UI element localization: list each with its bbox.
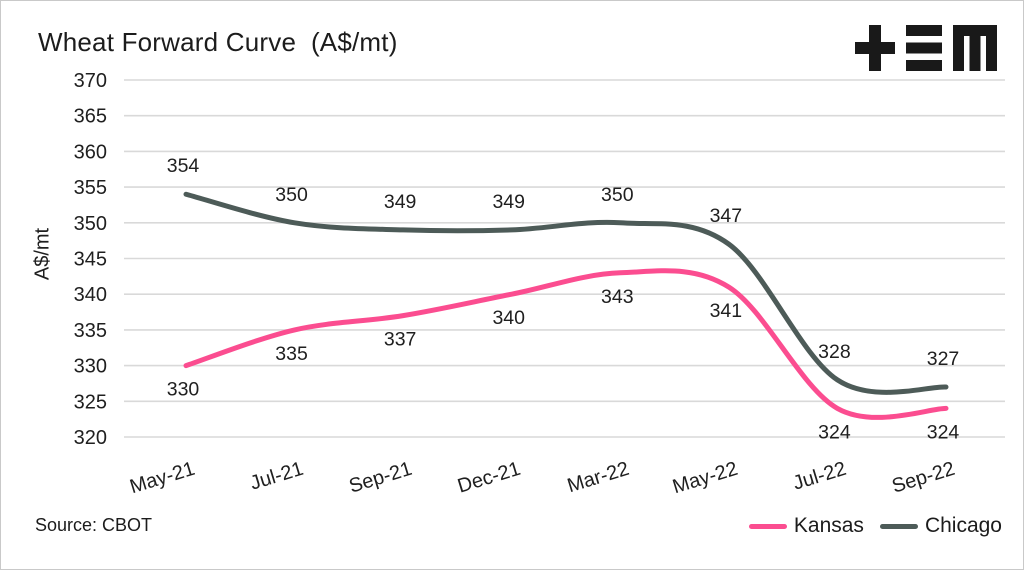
data-label-chicago: 354: [167, 155, 200, 177]
legend-item-kansas: Kansas: [748, 514, 864, 538]
y-tick-label: 365: [74, 106, 107, 128]
x-tick-label: Dec-21: [455, 458, 523, 498]
legend-label-kansas: Kansas: [793, 514, 864, 537]
x-tick-label: May-21: [127, 458, 197, 499]
data-label-kansas: 324: [927, 421, 960, 443]
chart-title: Wheat Forward Curve (A$/mt): [38, 27, 398, 57]
y-tick-label: 330: [74, 356, 107, 378]
x-tick-label: Sep-21: [346, 458, 414, 498]
data-label-kansas: 340: [492, 307, 525, 329]
data-label-chicago: 328: [818, 341, 851, 363]
chicago-line-swatch: [879, 523, 918, 529]
x-tick-label: Jul-21: [247, 458, 306, 495]
data-label-kansas: 343: [601, 286, 634, 308]
chicago-line: [183, 191, 949, 395]
data-label-chicago: 327: [927, 348, 960, 370]
legend: Kansas Chicago: [748, 514, 1002, 538]
logo-bar-bottom: [906, 60, 942, 71]
data-label-chicago: 347: [710, 205, 743, 227]
x-tick-label: Sep-22: [889, 458, 957, 498]
data-label-chicago: 349: [492, 191, 525, 213]
data-label-kansas: 324: [818, 421, 851, 443]
y-tick-label: 335: [74, 320, 107, 342]
y-tick-label: 350: [74, 213, 107, 235]
data-label-chicago: 350: [601, 184, 634, 206]
data-label-chicago: 350: [275, 184, 308, 206]
y-tick-label: 340: [74, 284, 107, 306]
data-label-kansas: 330: [167, 379, 200, 401]
source-note: Source: CBOT: [35, 515, 153, 535]
data-label-kansas: 341: [710, 300, 743, 322]
x-tick-label: Mar-22: [565, 458, 632, 498]
x-tick-label: Jul-22: [790, 458, 849, 495]
data-label-kansas: 337: [384, 329, 417, 351]
y-tick-label: 370: [74, 70, 107, 92]
logo-bar-top: [906, 25, 942, 36]
y-tick-label: 345: [74, 249, 107, 271]
logo-bar-middle: [906, 42, 942, 54]
y-tick-label: 355: [74, 177, 107, 199]
legend-item-chicago: Chicago: [879, 514, 1002, 538]
x-tick-label: May-22: [670, 458, 740, 499]
y-tick-label: 325: [74, 391, 107, 413]
tem-logo: [855, 25, 997, 71]
kansas-line-swatch: [748, 523, 787, 529]
logo-m-glyph: [953, 25, 997, 71]
legend-label-chicago: Chicago: [924, 514, 1002, 537]
data-label-chicago: 349: [384, 191, 417, 213]
y-tick-label: 320: [74, 427, 107, 449]
logo-plus-horizontal: [855, 42, 895, 54]
kansas-line: [183, 268, 949, 420]
data-label-kansas: 335: [275, 343, 308, 365]
y-tick-label: 360: [74, 141, 107, 163]
